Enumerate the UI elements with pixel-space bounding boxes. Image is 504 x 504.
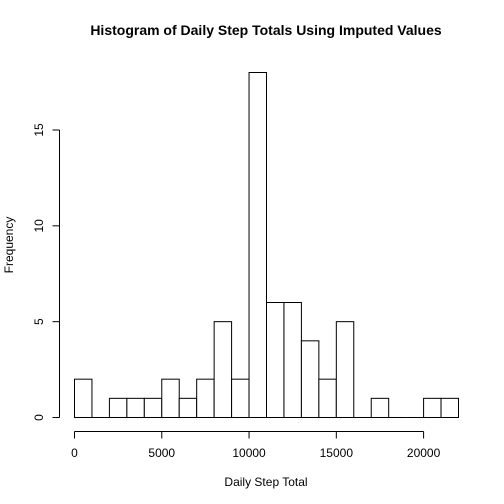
histogram-bar-6 — [178, 397, 198, 419]
histogram-bar-21 — [440, 397, 459, 419]
histogram-bar-11 — [266, 302, 285, 418]
histogram-bar-2 — [108, 397, 128, 419]
histogram-bar-10 — [248, 72, 268, 418]
histogram-bar-3 — [126, 397, 145, 419]
y-tick-label-0: 0 — [32, 414, 46, 421]
x-tick-label-2: 10000 — [232, 446, 266, 460]
histogram-bar-0 — [74, 378, 93, 418]
chart-title: Histogram of Daily Step Totals Using Imp… — [90, 22, 442, 38]
histogram-bar-4 — [143, 397, 163, 419]
histogram-bar-13 — [300, 340, 320, 419]
histogram-bar-15 — [335, 321, 355, 418]
x-axis-label: Daily Step Total — [224, 475, 307, 489]
histogram-bar-17 — [370, 397, 390, 419]
x-tick-label-4: 20000 — [407, 446, 441, 460]
y-tick-label-2: 10 — [32, 219, 46, 233]
histogram-bar-5 — [161, 378, 180, 418]
histogram-bar-7 — [196, 378, 215, 418]
bars-group — [74, 72, 459, 419]
x-tick-label-1: 5000 — [148, 446, 175, 460]
histogram-bar-8 — [213, 321, 233, 418]
x-tick-label-0: 0 — [71, 446, 78, 460]
y-axis: 0 5 10 15 — [32, 123, 60, 421]
histogram-bar-12 — [283, 302, 302, 418]
histogram-bar-20 — [423, 397, 442, 419]
y-axis-label: Frequency — [2, 217, 16, 274]
histogram-bar-14 — [318, 378, 337, 418]
y-tick-label-1: 5 — [32, 318, 46, 325]
x-axis: 0 5000 10000 15000 20000 — [71, 431, 441, 460]
y-tick-label-3: 15 — [32, 123, 46, 137]
histogram-bar-9 — [231, 378, 250, 418]
x-tick-label-3: 15000 — [320, 446, 354, 460]
